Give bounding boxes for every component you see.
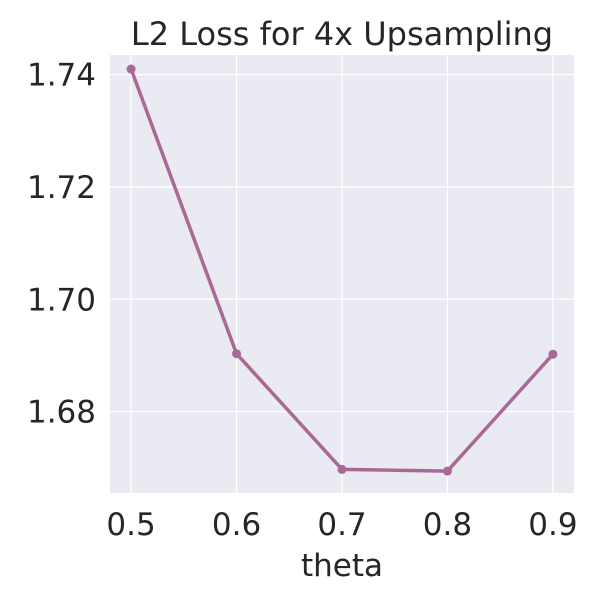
y-axis-tick-labels: 1.68 1.70 1.72 1.74 (27, 58, 96, 431)
data-point-marker (232, 349, 242, 359)
chart-title: L2 Loss for 4x Upsampling (131, 15, 553, 53)
x-tick-label: 0.8 (423, 507, 472, 543)
x-axis-tick-labels: 0.5 0.6 0.7 0.8 0.9 (106, 507, 577, 543)
data-point-marker (337, 464, 347, 474)
grid-lines (110, 55, 574, 493)
x-tick-label: 0.5 (106, 507, 155, 543)
y-tick-label: 1.70 (27, 282, 96, 318)
y-tick-label: 1.68 (27, 395, 96, 431)
x-tick-label: 0.7 (317, 507, 366, 543)
data-point-marker (442, 466, 452, 476)
series-markers (126, 64, 558, 476)
y-tick-label: 1.74 (27, 58, 96, 94)
data-point-marker (126, 64, 136, 74)
data-point-marker (548, 349, 558, 359)
y-tick-label: 1.72 (27, 170, 96, 206)
x-tick-label: 0.6 (212, 507, 261, 543)
x-tick-label: 0.9 (528, 507, 577, 543)
x-axis-label: theta (301, 548, 383, 584)
